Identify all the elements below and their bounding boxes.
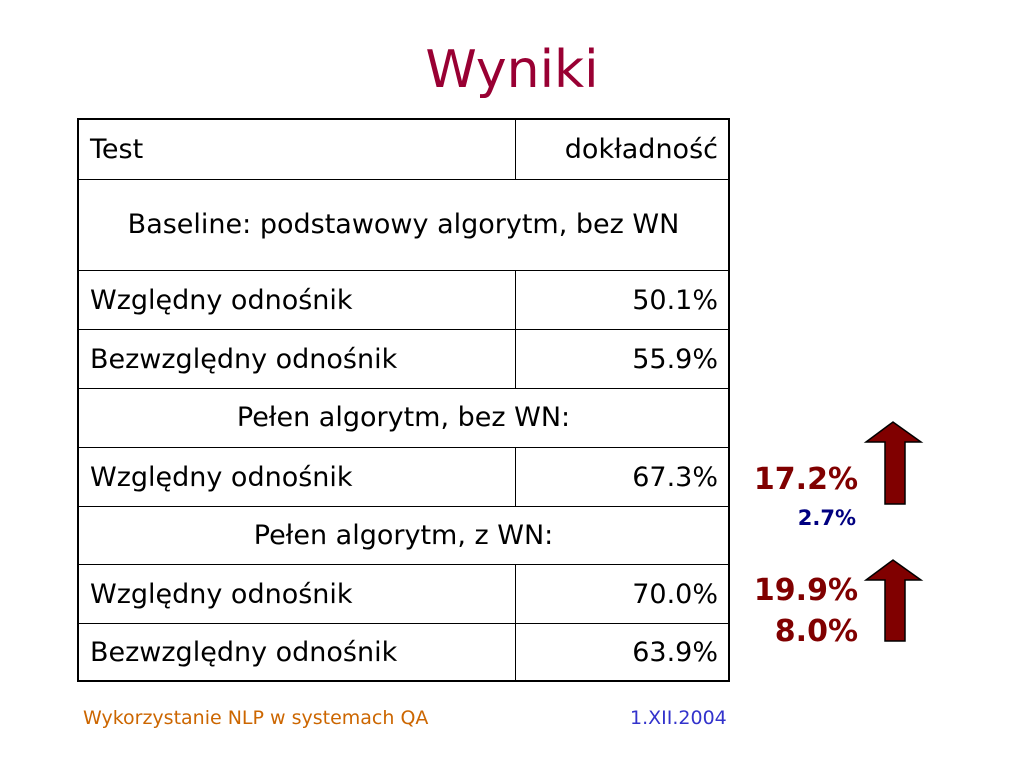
table-row: Pełen algorytm, z WN: bbox=[79, 506, 728, 564]
table-row: Względny odnośnik 50.1% bbox=[79, 270, 728, 329]
table-row: Względny odnośnik 70.0% bbox=[79, 564, 728, 623]
cell: Względny odnośnik bbox=[79, 271, 516, 329]
up-arrow bbox=[863, 421, 924, 505]
annotation: 19.9% bbox=[753, 573, 858, 608]
results-table: Test dokładność Baseline: podstawowy algor… bbox=[77, 118, 730, 682]
cell: 55.9% bbox=[632, 343, 718, 375]
table-row: Bezwzględny odnośnik 55.9% bbox=[79, 329, 728, 388]
cell: Względny odnośnik bbox=[79, 448, 516, 506]
header-row: Test dokładność bbox=[79, 120, 728, 179]
cell: 67.3% bbox=[632, 461, 718, 493]
table-row: Pełen algorytm, bez WN: bbox=[79, 388, 728, 447]
annotation: 2.7% bbox=[797, 506, 856, 530]
section-cell: Baseline: podstawowy algorytm, bez WN bbox=[127, 209, 680, 240]
cell: 63.9% bbox=[632, 636, 718, 668]
table-row: Względny odnośnik 67.3% bbox=[79, 447, 728, 506]
table-row: Bezwzględny odnośnik 63.9% bbox=[79, 623, 728, 680]
cell: 70.0% bbox=[632, 578, 718, 610]
table-row: Baseline: podstawowy algorytm, bez WN bbox=[79, 179, 728, 270]
section-cell: Pełen algorytm, z WN: bbox=[253, 519, 554, 551]
cell: Względny odnośnik bbox=[79, 565, 516, 623]
footer-date: 1.XII.2004 bbox=[630, 707, 727, 729]
cell: Bezwzględny odnośnik bbox=[79, 330, 516, 388]
section-cell: Pełen algorytm, bez WN: bbox=[236, 402, 571, 433]
cell: dokładność bbox=[564, 134, 718, 165]
cell: 50.1% bbox=[632, 284, 718, 316]
footer-text: Wykorzystanie NLP w systemach QA bbox=[83, 707, 429, 729]
annotation: 8.0% bbox=[774, 614, 858, 649]
slide-title: Wyniki bbox=[425, 40, 599, 100]
up-arrow bbox=[863, 559, 924, 642]
cell: Test bbox=[79, 120, 516, 179]
annotation: 17.2% bbox=[753, 462, 858, 497]
cell: Bezwzględny odnośnik bbox=[79, 624, 516, 680]
